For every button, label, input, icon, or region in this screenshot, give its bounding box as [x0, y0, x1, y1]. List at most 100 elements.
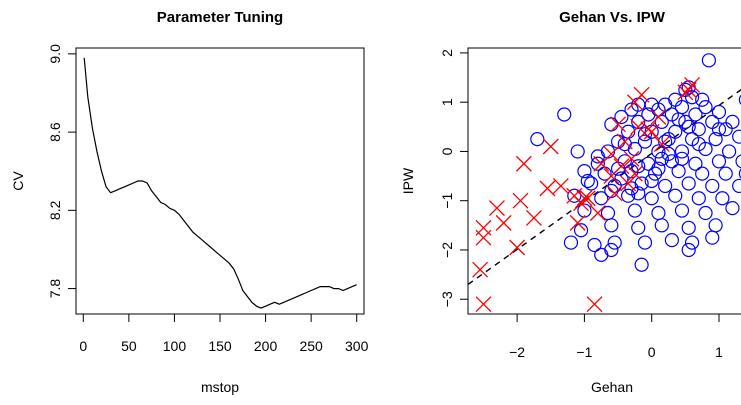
scatter-cross-stroke [616, 133, 633, 150]
scatter-circle-point [584, 176, 599, 191]
scatter-cross-stroke [623, 150, 640, 167]
scatter-cross-stroke [552, 177, 569, 194]
scatter-cross-stroke [586, 296, 603, 313]
scatter-circle-point [617, 136, 632, 152]
tuning-x-tick-label: 150 [208, 338, 232, 354]
scatter-cross-stroke [643, 123, 660, 140]
scatter-circle-point [641, 107, 656, 122]
scatter-cross-stroke [472, 261, 489, 278]
scatter-circle-point [637, 134, 653, 149]
scatter-circle-point [732, 129, 741, 144]
scatter-circle-point [658, 178, 673, 194]
scatter-cross-stroke [573, 195, 590, 212]
tuning-x-label: mstop [201, 379, 239, 395]
scatter-circle-point [624, 102, 639, 117]
scatter-cross-stroke [569, 214, 586, 231]
scatter-cross-stroke [630, 118, 647, 135]
tuning-y-tick-label: 7.8 [47, 279, 63, 299]
scatter-cross-point [616, 133, 633, 150]
scatter-cross-stroke [525, 209, 542, 226]
scatter-x-tick-label: −1 [576, 344, 592, 360]
scatter-cross-stroke [633, 86, 650, 103]
scatter-circle-point [664, 233, 679, 248]
scatter-cross-stroke [613, 158, 630, 175]
scatter-title: Gehan Vs. IPW [559, 9, 666, 26]
scatter-cross-point [495, 214, 512, 231]
scatter-circle-point [695, 166, 710, 181]
scatter-circle-point [647, 166, 663, 181]
scatter-circle-point [631, 159, 646, 174]
tuning-x-tick-label: 300 [345, 338, 369, 354]
scatter-circle-point [634, 257, 649, 272]
scatter-circle-point [688, 107, 703, 122]
scatter-circle-point [631, 220, 646, 235]
scatter-circle-point [725, 114, 740, 129]
scatter-circle-point [594, 191, 609, 206]
scatter-cross-stroke [475, 296, 492, 313]
scatter-circle-point [711, 154, 727, 169]
scatter-circle-point [725, 200, 740, 216]
scatter-cross-stroke [576, 190, 593, 207]
scatter-cross-point [630, 118, 647, 135]
tuning-panel: Parameter Tuning 0 50 100 150 200 250 300 7.8 8… [10, 9, 369, 395]
scatter-cross-point [542, 138, 559, 155]
scatter-cross-point [573, 195, 590, 212]
tuning-plot-frame [75, 47, 365, 315]
scatter-circle-point [695, 92, 710, 107]
scatter-y-tick-label: 1 [439, 98, 455, 106]
scatter-cross-stroke [653, 136, 670, 153]
scatter-circle-point [627, 141, 642, 157]
tuning-title: Parameter Tuning [157, 9, 283, 26]
scatter-circle-point [735, 154, 741, 169]
scatter-cross-point [684, 76, 701, 93]
scatter-cross-point [525, 209, 542, 226]
scatter-circle-point [577, 164, 592, 179]
scatter-circle-point [684, 235, 700, 250]
tuning-x-tick-label: 100 [163, 338, 187, 354]
scatter-circle-point [637, 235, 653, 250]
scatter-circle-point [678, 114, 693, 129]
scatter-x-tick-label: −2 [509, 344, 525, 360]
scatter-circle-point [691, 122, 706, 137]
scatter-cross-point [633, 86, 650, 103]
scatter-circle-point [621, 188, 636, 203]
scatter-cross-point [579, 190, 596, 207]
scatter-y-tick-label: 0 [439, 147, 455, 155]
scatter-x-axis: −2 −1 0 1 [509, 314, 723, 360]
scatter-circle-point [637, 127, 653, 142]
scatter-circle-point [607, 235, 622, 250]
scatter-circle-point [644, 173, 659, 189]
scatter-cross-point [623, 150, 640, 167]
scatter-circle-point [681, 119, 696, 134]
scatter-cross-point [488, 200, 505, 217]
scatter-circle-point [654, 218, 669, 233]
scatter-reference-line [467, 88, 741, 286]
scatter-circle-point [705, 114, 720, 129]
scatter-circle-point [684, 90, 700, 105]
scatter-cross-stroke [579, 190, 596, 207]
scatter-circle-point [661, 132, 676, 147]
scatter-circle-point [631, 186, 646, 201]
scatter-circle-point [688, 156, 703, 171]
scatter-cross-stroke [475, 219, 492, 236]
scatter-ipw-crosses [472, 76, 701, 313]
tuning-x-tick-label: 250 [299, 338, 323, 354]
scatter-gehan-circles [530, 53, 741, 272]
scatter-circle-point [705, 178, 720, 194]
scatter-circle-point [691, 191, 706, 206]
scatter-cross-point [576, 190, 593, 207]
scatter-circle-point [627, 203, 642, 218]
tuning-y-axis: 7.8 8.2 8.6 9.0 [47, 44, 76, 298]
scatter-circle-point [563, 235, 579, 250]
scatter-cross-stroke [606, 185, 623, 202]
scatter-cross-point [680, 81, 697, 98]
tuning-y-label: CV [10, 171, 26, 191]
scatter-circle-point [580, 173, 595, 189]
scatter-cross-point [512, 192, 529, 209]
scatter-circle-point [594, 247, 609, 262]
scatter-circle-point [557, 107, 572, 122]
scatter-cross-point [539, 180, 556, 197]
scatter-circle-point [715, 191, 730, 206]
scatter-circle-point [651, 161, 666, 176]
